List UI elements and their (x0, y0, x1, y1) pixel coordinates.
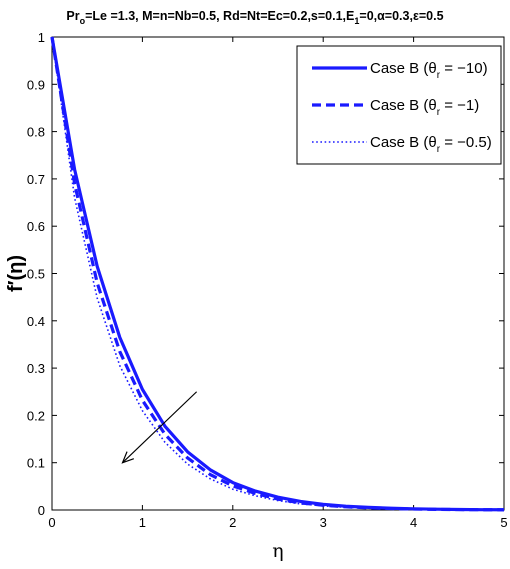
x-tick-label: 4 (410, 515, 417, 530)
y-tick-label: 0.5 (27, 267, 45, 282)
y-tick-label: 0.8 (27, 125, 45, 140)
y-tick-label: 0.1 (27, 456, 45, 471)
arrow-line (122, 391, 198, 464)
legend: Case B (θr = −10) Case B (θr = −1) Case B … (296, 45, 502, 165)
title-part: =0,α=0.3,ε=0.5 (359, 9, 443, 23)
annotations (121, 391, 198, 464)
axis-ticks: 0 1 2 3 4 5 0 0.1 0.2 0.3 0.4 0.5 0.6 0.7 0.8 0.9 1 (27, 30, 508, 530)
arrow-head (121, 451, 135, 464)
y-tick-label: 0.3 (27, 361, 45, 376)
legend-label: Case B (θr = −10) (370, 60, 488, 81)
y-tick-label: 0 (38, 503, 45, 518)
y-axis-label: f′(η) (5, 255, 27, 292)
title-part: Pr (66, 9, 79, 23)
title-part: o (80, 16, 86, 26)
series-line-dotted (51, 36, 505, 511)
series-lines (50, 36, 505, 512)
y-tick-label: 0.2 (27, 408, 45, 423)
x-tick-label: 5 (500, 515, 507, 530)
y-tick-label: 0.9 (27, 77, 45, 92)
legend-label: Case B (θr = −1) (370, 97, 479, 118)
y-tick-label: 0.6 (27, 219, 45, 234)
x-tick-label: 0 (48, 515, 55, 530)
y-tick-label: 1 (38, 30, 45, 45)
y-tick-label: 0.7 (27, 172, 45, 187)
x-tick-label: 2 (229, 515, 236, 530)
legend-label: Case B (θr = −0.5) (370, 134, 492, 155)
x-axis-label: η (272, 540, 283, 562)
chart-title: Pro=Le =1.3, M=n=Nb=0.5, Rd=Nt=Ec=0.2,s=… (66, 9, 443, 26)
y-tick-label: 0.4 (27, 314, 45, 329)
x-tick-label: 1 (139, 515, 146, 530)
x-tick-label: 3 (320, 515, 327, 530)
title-part: 1 (354, 16, 359, 26)
title-part: =Le =1.3, M=n=Nb=0.5, Rd=Nt=Ec=0.2,s=0.1… (85, 9, 354, 23)
